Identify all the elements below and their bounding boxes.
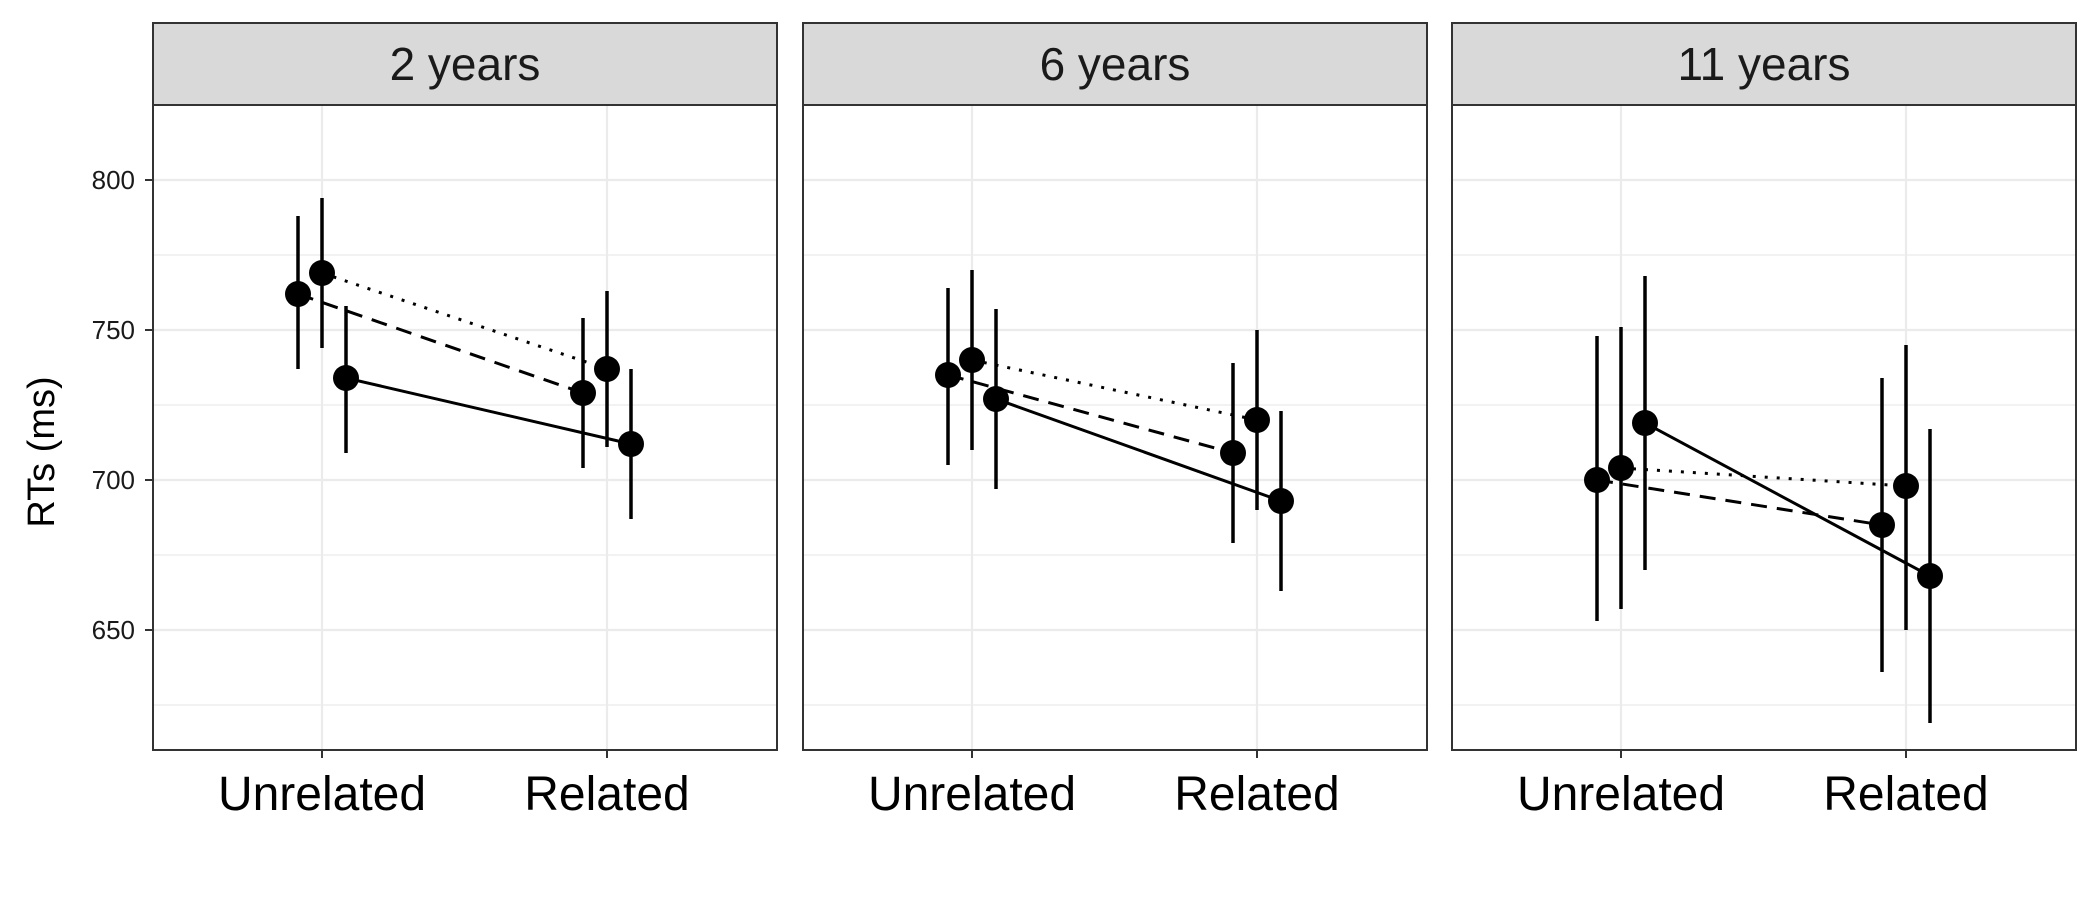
facet-strip-title: 2 years bbox=[390, 38, 541, 90]
facet-panel: 2 years Unrelated Related bbox=[152, 22, 778, 821]
data-point bbox=[1608, 455, 1634, 481]
y-tick-label: 700 bbox=[92, 465, 135, 495]
data-point bbox=[333, 365, 359, 391]
x-tick-label: Unrelated bbox=[868, 768, 1076, 821]
data-point bbox=[983, 386, 1009, 412]
data-point bbox=[594, 356, 620, 382]
x-tick-label: Unrelated bbox=[218, 768, 426, 821]
data-point bbox=[570, 380, 596, 406]
data-point bbox=[285, 281, 311, 307]
data-point bbox=[959, 347, 985, 373]
facet-panel: 6 years Unrelated Related bbox=[802, 22, 1428, 821]
facet-strip bbox=[802, 22, 1428, 106]
panel-background bbox=[153, 105, 777, 750]
x-tick-label: Unrelated bbox=[1517, 768, 1725, 821]
data-point bbox=[1220, 440, 1246, 466]
series-line-dotted bbox=[971, 358, 1258, 422]
panel-background bbox=[1452, 105, 2076, 750]
data-point bbox=[1893, 473, 1919, 499]
series-line-dashed bbox=[1596, 478, 1883, 527]
y-tick-label: 750 bbox=[92, 315, 135, 345]
data-point bbox=[935, 362, 961, 388]
series-line-dotted bbox=[321, 271, 608, 371]
panel-border bbox=[1451, 104, 2077, 751]
x-tick-label: Related bbox=[524, 768, 689, 821]
data-point bbox=[309, 260, 335, 286]
y-axis-title: RTs (ms) bbox=[21, 376, 63, 527]
panel-border bbox=[152, 104, 778, 751]
data-point bbox=[1632, 410, 1658, 436]
facet-panel: 11 years Unrelated Related bbox=[1451, 22, 2077, 821]
data-point bbox=[1869, 512, 1895, 538]
y-tick-label: 650 bbox=[92, 615, 135, 645]
facet-strip bbox=[152, 22, 778, 106]
panel-background bbox=[803, 105, 1427, 750]
facet-strip-title: 6 years bbox=[1040, 38, 1191, 90]
data-point bbox=[1244, 407, 1270, 433]
x-tick-label: Related bbox=[1174, 768, 1339, 821]
panel-border bbox=[802, 104, 1428, 751]
x-tick-label: Related bbox=[1823, 768, 1988, 821]
facet-strip bbox=[1451, 22, 2077, 106]
data-point bbox=[1584, 467, 1610, 493]
series-line-dashed bbox=[947, 373, 1234, 455]
facet-strip-title: 11 years bbox=[1677, 38, 1850, 90]
data-point bbox=[1917, 563, 1943, 589]
data-point bbox=[1268, 488, 1294, 514]
data-point bbox=[618, 431, 644, 457]
y-tick-label: 800 bbox=[92, 165, 135, 195]
